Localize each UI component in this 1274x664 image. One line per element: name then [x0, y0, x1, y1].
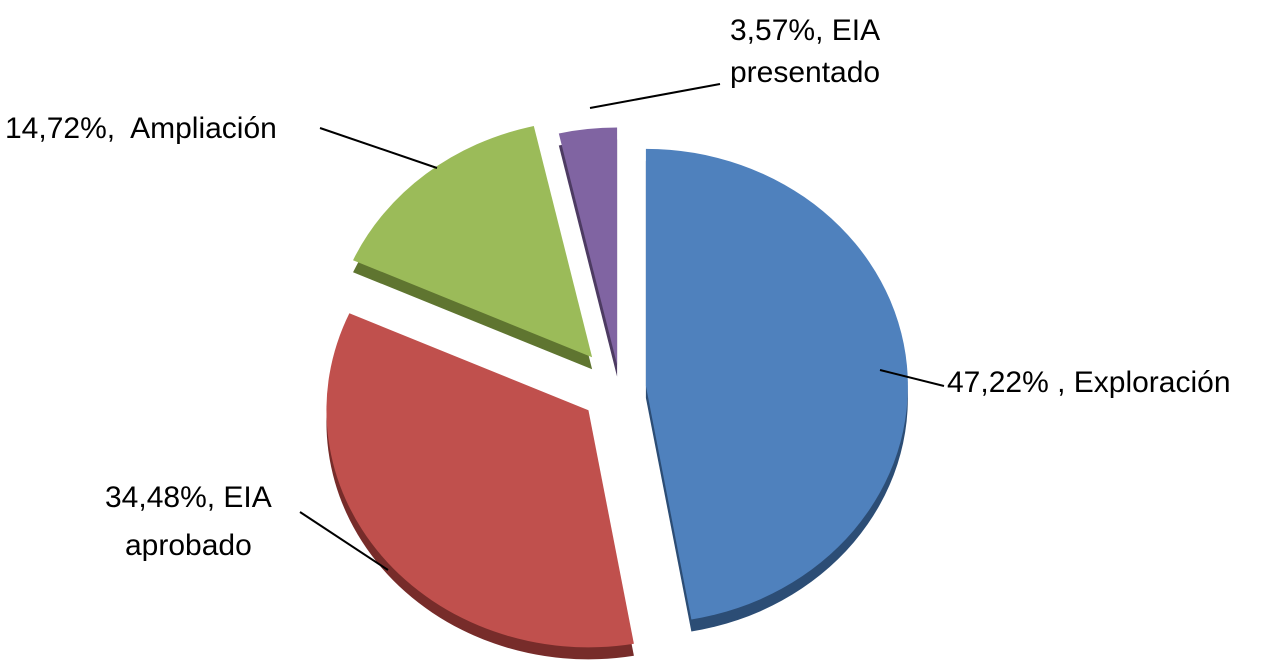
- data-labels: 47,22% , Exploración 34,48%, EIA aprobado 1…: [5, 14, 1231, 562]
- leader-line: [319, 127, 438, 169]
- data-label: presentado: [730, 56, 880, 89]
- pie-slice: [326, 313, 634, 648]
- data-label: 3,57%, EIA: [730, 14, 880, 47]
- pie-slice: [353, 126, 593, 358]
- leader-line: [589, 83, 721, 109]
- leader-line: [879, 369, 945, 387]
- data-label: aprobado: [125, 529, 252, 562]
- pie-slice: [558, 127, 618, 365]
- pie-slice: [645, 148, 908, 620]
- data-label: 14,72%, Ampliación: [5, 112, 277, 145]
- pie-slices: [326, 126, 908, 660]
- leader-line: [299, 511, 389, 571]
- data-label: 47,22% , Exploración: [947, 366, 1231, 399]
- leader-lines: [299, 83, 945, 571]
- data-label: 34,48%, EIA: [105, 481, 272, 514]
